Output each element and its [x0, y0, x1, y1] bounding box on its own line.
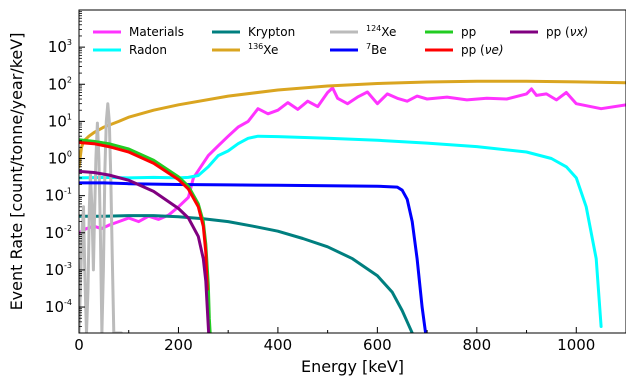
y-tick-base: 10	[48, 75, 67, 93]
y-axis-label: Event Rate [count/tonne/year/keV]	[7, 33, 26, 311]
plot-frame	[78, 9, 626, 334]
plot-lines	[79, 79, 626, 333]
y-tick-base: 10	[48, 150, 67, 168]
x-tick-label: 400	[264, 336, 293, 354]
series-line-krypton	[79, 214, 414, 333]
y-tick-exponent: 2	[67, 75, 72, 84]
x-axis-label: Energy [keV]	[301, 357, 404, 376]
legend-entry: pp	[461, 25, 476, 39]
y-tick-base: 10	[45, 187, 64, 205]
y-tick-base: 10	[45, 224, 64, 242]
legend-text: Xe	[263, 43, 278, 57]
y-tick-exponent: -4	[64, 298, 72, 307]
series-line-7be	[79, 181, 428, 333]
legend-entry: pp (νx)	[546, 25, 588, 39]
series-line-124xe	[79, 102, 123, 333]
y-tick-label: 10-1	[45, 187, 72, 205]
x-tick-label: 1000	[557, 336, 595, 354]
legend-tail: νx)	[570, 25, 589, 39]
legend-entry: 7Be	[366, 42, 387, 57]
series-line-136xe	[79, 79, 626, 169]
legend-entry: Radon	[129, 43, 167, 57]
series-line-materials	[79, 86, 626, 235]
legend-text: Be	[371, 43, 387, 57]
y-tick-base: 10	[48, 38, 67, 56]
y-tick-exponent: 3	[67, 38, 72, 47]
y-tick-exponent: -3	[64, 261, 72, 270]
legend-entry: 124Xe	[366, 24, 396, 39]
legend-text: pp (	[461, 43, 485, 57]
y-tick-exponent: -2	[64, 224, 72, 233]
y-tick-base: 10	[48, 112, 67, 130]
y-tick-exponent: -1	[64, 187, 72, 196]
series-line-pp-e	[79, 141, 209, 291]
x-axis-ticks: 0 200 400 600 800 1000	[74, 327, 595, 354]
x-tick-label: 0	[74, 336, 84, 354]
legend-text: Radon	[129, 43, 167, 57]
y-tick-label: 102	[48, 75, 72, 93]
legend-superscript: 124	[366, 24, 381, 33]
y-tick-exponent: 1	[67, 112, 72, 121]
y-tick-base: 10	[45, 298, 64, 316]
y-tick-exponent: 0	[67, 150, 72, 159]
y-tick-label: 100	[48, 150, 72, 168]
y-tick-label: 10-4	[45, 298, 72, 316]
y-tick-base: 10	[45, 261, 64, 279]
legend-text: pp	[461, 25, 476, 39]
y-tick-label: 101	[48, 112, 72, 130]
y-tick-label: 10-2	[45, 224, 72, 242]
series-line-pp-x	[79, 169, 211, 333]
legend-superscript: 7	[366, 42, 371, 51]
legend-text: Krypton	[248, 25, 295, 39]
legend-entry: pp (νe)	[461, 43, 504, 57]
legend-entry: Krypton	[248, 25, 295, 39]
y-tick-label: 10-3	[45, 261, 72, 279]
legend-entry: 136Xe	[248, 42, 278, 57]
legend-superscript: 136	[248, 42, 263, 51]
legend-entry: Materials	[129, 25, 184, 39]
y-tick-label: 103	[48, 38, 72, 56]
x-tick-label: 600	[363, 336, 392, 354]
legend-tail: νe)	[485, 43, 504, 57]
legend-text: Xe	[381, 25, 396, 39]
x-tick-label: 200	[164, 336, 193, 354]
x-tick-label: 800	[462, 336, 491, 354]
legend-text: Materials	[129, 25, 184, 39]
legend-text: pp (	[546, 25, 570, 39]
